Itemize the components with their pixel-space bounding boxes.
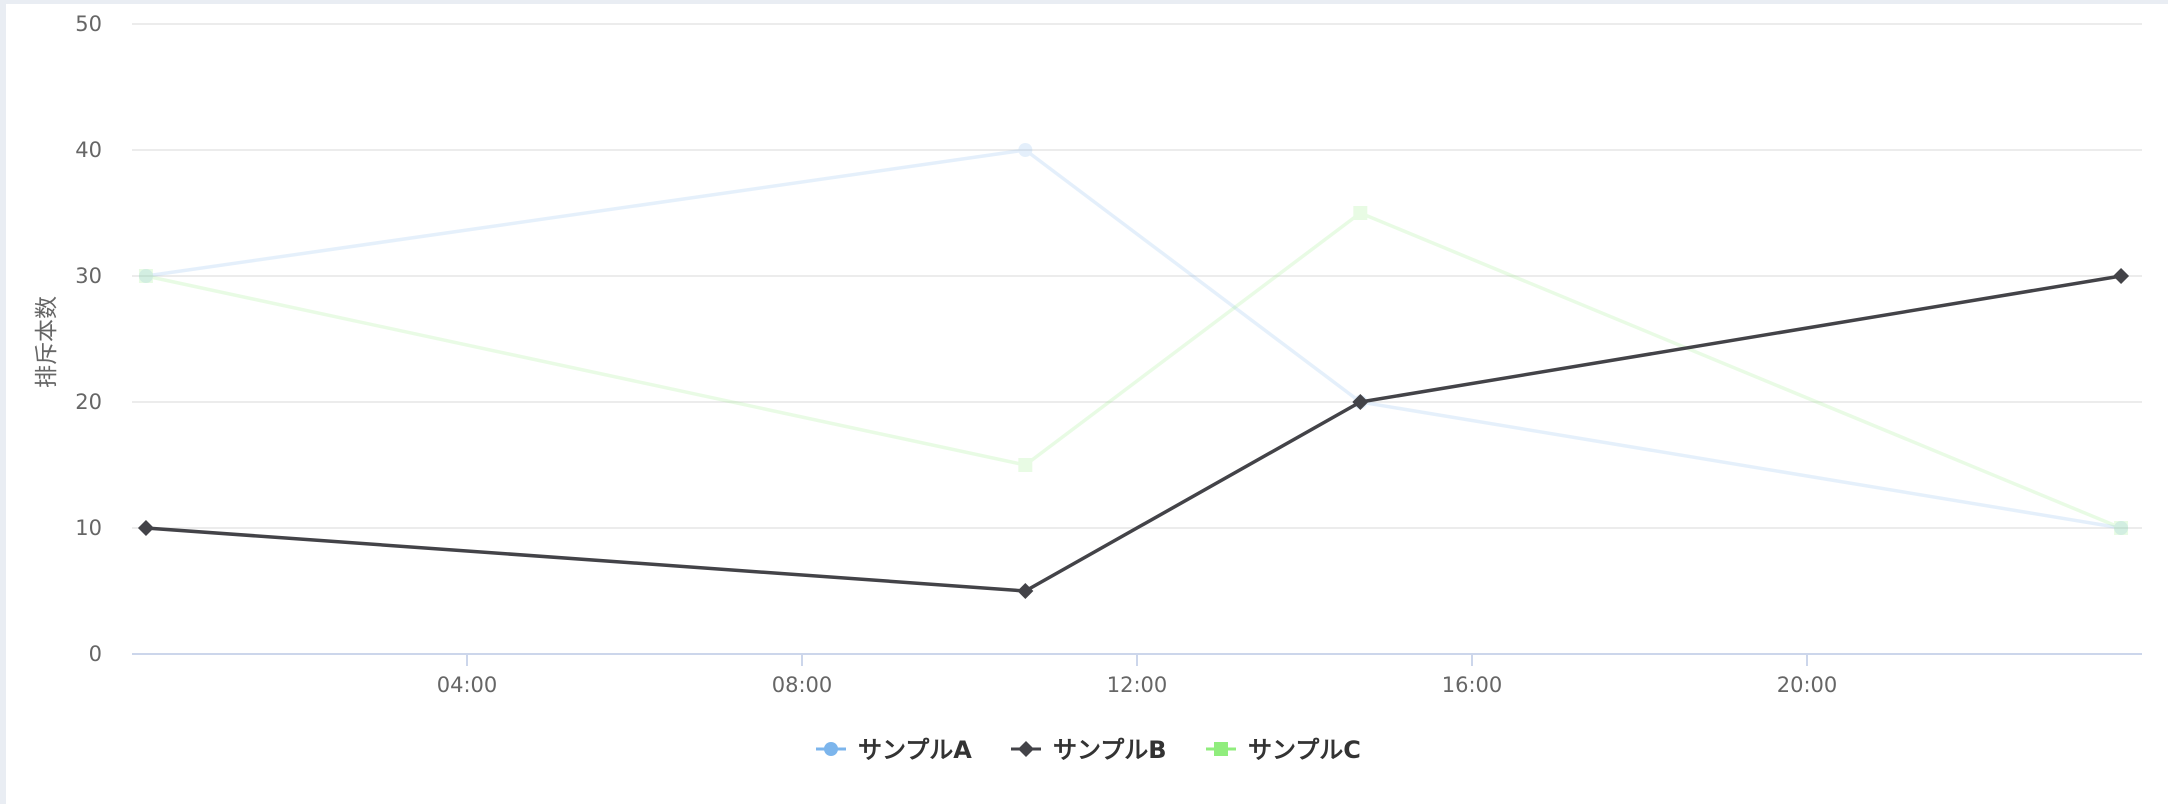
data-point[interactable]	[1018, 143, 1033, 157]
data-point[interactable]	[1017, 583, 1034, 599]
x-tick-label: 20:00	[1777, 673, 1838, 697]
x-tick-label: 08:00	[772, 673, 833, 697]
legend-marker[interactable]	[1018, 741, 1034, 757]
data-point[interactable]	[138, 269, 153, 283]
legend-label: サンプルB	[1053, 736, 1167, 764]
x-tick-label: 12:00	[1107, 673, 1168, 697]
y-axis-ticks: 0 10 20 30 40 50	[75, 12, 102, 666]
x-axis: 04:00 08:00 12:00 16:00 20:00	[132, 653, 2142, 697]
data-point[interactable]	[138, 269, 153, 283]
legend-item-1[interactable]: サンプルA	[816, 736, 972, 764]
data-point[interactable]	[137, 520, 154, 536]
data-point[interactable]	[2113, 268, 2130, 284]
series-line[interactable]	[145, 148, 2122, 530]
y-tick-label: 20	[75, 390, 102, 414]
data-point[interactable]	[2114, 521, 2129, 535]
x-tick-label: 16:00	[1442, 673, 1503, 697]
y-tick-label: 10	[75, 516, 102, 540]
series-group	[137, 143, 2130, 599]
line-chart: 0 10 20 30 40 50 04:00 08:00 12:00 16:00 20:00 排斥…	[34, 12, 2142, 764]
grid-lines	[132, 23, 2142, 529]
y-tick-label: 0	[89, 642, 102, 666]
data-point[interactable]	[1352, 394, 1369, 410]
series-line[interactable]	[145, 274, 2122, 593]
series-2	[137, 268, 2130, 599]
series-line[interactable]	[145, 211, 2122, 530]
legend-marker[interactable]	[824, 742, 838, 756]
legend-item-2[interactable]: サンプルB	[1011, 736, 1167, 764]
legend-item-3[interactable]: サンプルC	[1206, 736, 1361, 764]
data-point[interactable]	[2114, 521, 2129, 535]
data-point[interactable]	[1353, 206, 1368, 220]
legend-label: サンプルC	[1248, 736, 1361, 764]
y-axis-label: 排斥本数	[34, 296, 60, 388]
legend[interactable]: サンプルA サンプルB サンプルC	[816, 736, 1361, 764]
x-tick-label: 04:00	[437, 673, 498, 697]
y-tick-label: 30	[75, 264, 102, 288]
series-3	[138, 206, 2129, 535]
legend-label: サンプルA	[858, 736, 972, 764]
data-point[interactable]	[1018, 458, 1033, 472]
legend-marker[interactable]	[1214, 742, 1228, 756]
y-tick-label: 50	[75, 12, 102, 36]
chart-panel: 0 10 20 30 40 50 04:00 08:00 12:00 16:00 20:00 排斥…	[6, 4, 2168, 804]
y-tick-label: 40	[75, 138, 102, 162]
